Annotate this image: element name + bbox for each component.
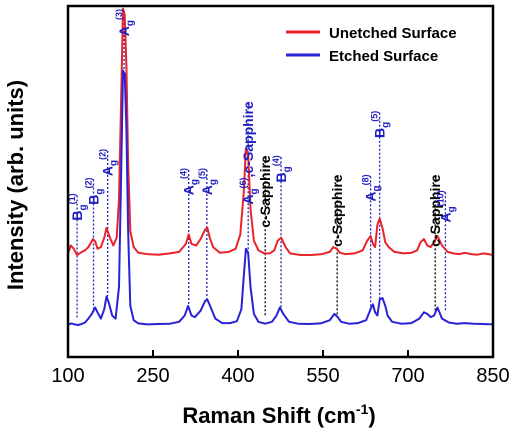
peak-labels: Bg(1) Bg(2)Ag(2)Ag(3)Ag(4)Ag(5)Ag(6),c-Sa… [67, 9, 457, 247]
legend: Unetched Surface Etched Surface [286, 25, 457, 65]
peak-label-main: B [69, 211, 85, 221]
peak-label: c-Sapphire [257, 155, 273, 228]
x-axis-title-sup: -1 [356, 401, 369, 417]
peak-label-main: A [363, 192, 379, 202]
peak-label-sub: g [372, 185, 383, 191]
peak-label-main: c-Sapphire [257, 155, 273, 228]
peak-label: Ag(6),c-Sapphire [238, 101, 260, 205]
peak-label-sub: g [282, 166, 293, 172]
peak-label-sup: (6) [238, 177, 248, 188]
peak-label-main: A [437, 212, 453, 222]
peak-label-sup: (10) [435, 190, 445, 206]
peak-label: Bg(4) [271, 155, 293, 182]
peak-label: c-Sapphire [427, 174, 443, 247]
x-tick-label: 400 [221, 365, 254, 387]
peak-label-sub: g [381, 122, 392, 128]
x-tick-label: 700 [391, 365, 424, 387]
peak-label: Ag(8) [361, 174, 383, 201]
peak-label-sup: (8) [361, 174, 371, 185]
peak-label-main: B [372, 128, 388, 138]
peak-label-main: A [240, 195, 256, 205]
x-tick-label: 100 [51, 365, 84, 387]
peak-label-main: c-Sapphire [427, 174, 443, 247]
peak-label-sup: (4) [271, 155, 281, 166]
x-axis-title-main: Raman Shift (cm [182, 403, 356, 428]
peak-label-main: B [86, 195, 102, 205]
peak-label-sup: (2) [84, 177, 94, 188]
peak-label-sub: g [249, 188, 260, 194]
peak-label: Bg(1) [67, 193, 89, 220]
peak-label: Ag(4) [179, 168, 201, 195]
peak-label-sup: (5) [197, 168, 207, 179]
peak-label-sub: g [125, 20, 136, 26]
peak-marker-lines [76, 11, 447, 319]
peak-label-sub: g [95, 189, 106, 195]
peak-label-sup: (1) [67, 193, 77, 204]
plot-frame [66, 4, 495, 359]
legend-label-etched: Etched Surface [329, 48, 438, 65]
peak-label-sub: g [190, 179, 201, 185]
peak-label-main: A [199, 185, 215, 195]
peak-label-sup: (2) [98, 149, 108, 160]
peak-label: Ag(10) [435, 190, 457, 222]
legend-label-unetched: Unetched Surface [329, 25, 457, 42]
peak-label-main: A [181, 185, 197, 195]
peak-label: c-Sapphire [329, 174, 345, 247]
peak-label-main: A [100, 166, 116, 176]
peak-label-extra: ,c-Sapphire [240, 101, 256, 177]
x-axis-title: Raman Shift (cm-1) [182, 401, 375, 428]
peak-label-sub: g [109, 160, 120, 166]
x-tick-label: 850 [476, 365, 509, 387]
peak-label-sub: g [208, 179, 219, 185]
peak-label-sup: (5) [370, 111, 380, 122]
peak-label-main: c-Sapphire [329, 174, 345, 247]
x-axis-title-end: ) [368, 403, 375, 428]
peak-label-main: A [116, 26, 132, 36]
x-tick-label: 550 [306, 365, 339, 387]
peak-label: Ag(5) [197, 168, 219, 195]
peak-label-sup: (4) [179, 168, 189, 179]
peak-label-sup: (3) [114, 9, 124, 20]
plot-content: Bg(1) Bg(2)Ag(2)Ag(3)Ag(4)Ag(5)Ag(6),c-Sa… [67, 7, 494, 326]
peak-label-sub: g [446, 206, 457, 212]
series-line-etched [67, 69, 494, 326]
peak-label: Ag(2) [98, 149, 120, 176]
peak-label-main: B [273, 172, 289, 182]
x-axis-ticks: 100 250 400 550 700 850 [51, 350, 510, 387]
peak-label: Bg(2) [84, 177, 106, 204]
y-axis-title: Intensity (arb. units) [3, 80, 28, 290]
peak-label: Ag(3) [114, 9, 136, 36]
series-layer [67, 7, 494, 326]
series-line-unetched [67, 7, 494, 256]
peak-label: Bg(5) [370, 111, 392, 138]
x-tick-label: 250 [136, 365, 169, 387]
peak-label-sub: g [78, 204, 89, 210]
